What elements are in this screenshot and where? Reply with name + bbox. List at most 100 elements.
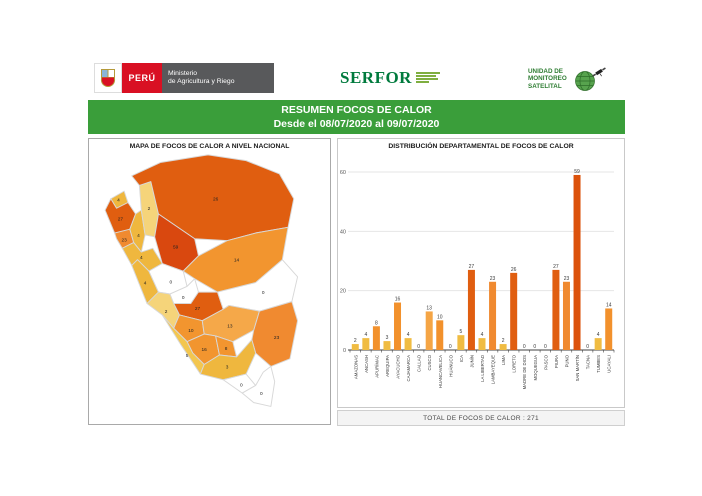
x-tick-label-apurimac: APURÍMAC xyxy=(374,355,379,378)
map-value-tacna: 0 xyxy=(260,391,263,397)
map-value-la-libertad: 4 xyxy=(140,255,143,261)
map-value-huanuco: 0 xyxy=(170,280,173,286)
map-value-ica: 5 xyxy=(186,353,189,359)
x-tick-label-tumbes: TUMBES xyxy=(596,355,601,373)
bar-loreto xyxy=(510,272,518,350)
unit-line1: UNIDAD DE xyxy=(528,67,563,75)
bar-lambayeque xyxy=(489,281,497,350)
bar-value-piura: 27 xyxy=(553,264,559,270)
escudo-icon xyxy=(100,69,116,88)
map-value-moquegua: 0 xyxy=(240,382,243,388)
globe-satellite-icon xyxy=(574,67,606,91)
chart-title: DISTRIBUCIÓN DEPARTAMENTAL DE FOCOS DE C… xyxy=(388,143,574,150)
map-value-ucayali: 14 xyxy=(234,258,240,264)
x-tick-label-junin: JUNÍN xyxy=(469,355,474,368)
y-tick-label: 40 xyxy=(340,229,346,235)
bar-tumbes xyxy=(594,338,602,350)
x-tick-label-la-libertad: LA LIBERTAD xyxy=(480,355,485,382)
x-tick-label-loreto: LORETO xyxy=(512,354,517,372)
peru-ministry-logo: PERÚ Ministerio de Agricultura y Riego xyxy=(94,63,274,93)
map-value-cajamarca: 4 xyxy=(137,233,140,239)
map-value-cusco: 13 xyxy=(227,323,233,329)
x-tick-label-ancash: ANCASH xyxy=(364,355,369,373)
bar-apurimac xyxy=(372,326,380,350)
bar-ancash xyxy=(362,338,370,350)
map-value-arequipa: 3 xyxy=(226,364,229,370)
map-value-loreto: 26 xyxy=(213,197,219,203)
map-value-puno: 23 xyxy=(274,335,280,341)
x-tick-label-cajamarca: CAJAMARCA xyxy=(406,355,411,382)
bar-puno xyxy=(562,281,570,350)
x-tick-label-huancavelica: HUANCAVELICA xyxy=(438,355,443,388)
unit-line3: SATELITAL xyxy=(528,82,562,90)
region-loreto xyxy=(131,154,295,242)
x-tick-label-ucayali: UCAYALI xyxy=(607,355,612,373)
bar-san-martin xyxy=(573,174,581,350)
ministry-line1: Ministerio xyxy=(168,70,198,77)
x-tick-label-san-martin: SAN MARTÍN xyxy=(575,355,580,381)
bar-lima xyxy=(499,344,507,350)
ministry-line2: de Agricultura y Riego xyxy=(168,78,235,85)
map-value-tumbes: 4 xyxy=(117,198,120,204)
bar-cusco xyxy=(425,311,433,350)
bar-huancavelica xyxy=(436,320,444,350)
report-title-banner: RESUMEN FOCOS DE CALOR Desde el 08/07/20… xyxy=(88,100,625,134)
bar-ucayali xyxy=(605,308,613,350)
bar-arequipa xyxy=(383,341,391,350)
map-value-apurimac: 8 xyxy=(225,346,228,352)
bar-cajamarca xyxy=(404,338,412,350)
x-tick-label-piura: PIURA xyxy=(554,355,559,368)
map-value-pasco: 0 xyxy=(182,295,185,301)
report-title: RESUMEN FOCOS DE CALOR xyxy=(281,104,432,116)
x-tick-label-arequipa: AREQUIPA xyxy=(385,355,390,377)
peru-coat-of-arms-icon xyxy=(94,63,122,93)
bar-ayacucho xyxy=(394,302,402,350)
peru-wordmark: PERÚ xyxy=(122,63,162,93)
y-tick-label: 20 xyxy=(340,289,346,295)
x-tick-label-madre-de-dios: MADRE DE DIOS xyxy=(522,355,527,390)
x-tick-label-pasco: PASCO xyxy=(543,354,548,369)
y-tick-label: 0 xyxy=(343,348,346,354)
map-value-san-martin: 59 xyxy=(173,244,179,250)
map-value-junin: 27 xyxy=(195,306,201,312)
bar-ica xyxy=(457,335,465,350)
bar-value-cajamarca: 4 xyxy=(407,332,410,338)
bar-value-ica: 5 xyxy=(459,329,462,335)
bar-value-pasco: 0 xyxy=(544,344,547,350)
header: PERÚ Ministerio de Agricultura y Riego S… xyxy=(88,60,625,98)
peru-map: 4 27 23 4 2 26 59 4 4 0 14 0 27 2 0 10 1… xyxy=(104,154,299,407)
total-strip: TOTAL DE FOCOS DE CALOR : 271 xyxy=(337,410,625,426)
bar-value-ayacucho: 16 xyxy=(395,297,401,303)
x-tick-label-cusco: CUSCO xyxy=(427,354,432,370)
unit-line2: MONITOREO xyxy=(528,75,567,83)
bar-la-libertad xyxy=(478,338,486,350)
report-page: PERÚ Ministerio de Agricultura y Riego S… xyxy=(88,60,625,440)
serfor-logo: SERFOR xyxy=(340,68,440,88)
serfor-small-text xyxy=(415,72,440,84)
bar-value-tumbes: 4 xyxy=(597,332,600,338)
bar-value-callao: 0 xyxy=(417,344,420,350)
region-ica xyxy=(161,314,205,375)
bar-value-huanuco: 0 xyxy=(449,344,452,350)
bar-value-apurimac: 8 xyxy=(375,320,378,326)
map-value-amazonas: 2 xyxy=(148,206,151,212)
y-tick-label: 60 xyxy=(340,170,346,176)
bar-piura xyxy=(552,269,560,350)
bar-value-junin: 27 xyxy=(469,264,475,270)
x-tick-label-huanuco: HUÁNUCO xyxy=(448,354,453,376)
bar-value-loreto: 26 xyxy=(511,267,517,273)
bar-value-huancavelica: 10 xyxy=(437,314,443,320)
x-tick-label-lima: LIMA xyxy=(501,355,506,365)
total-label: TOTAL DE FOCOS DE CALOR : 271 xyxy=(423,414,539,422)
bar-junin xyxy=(467,269,475,350)
map-value-piura: 27 xyxy=(118,217,124,223)
serfor-wordmark: SERFOR xyxy=(340,68,412,87)
x-tick-label-tacna: TACNA xyxy=(586,355,591,369)
peru-label: PERÚ xyxy=(128,73,156,83)
map-value-lambayeque: 23 xyxy=(122,238,128,244)
bar-value-lambayeque: 23 xyxy=(490,276,496,282)
x-tick-label-ica: ICA xyxy=(459,355,464,362)
x-tick-label-amazonas: AMAZONAS xyxy=(353,355,358,379)
region-tacna xyxy=(241,365,276,407)
map-value-huancavelica: 10 xyxy=(188,328,194,334)
